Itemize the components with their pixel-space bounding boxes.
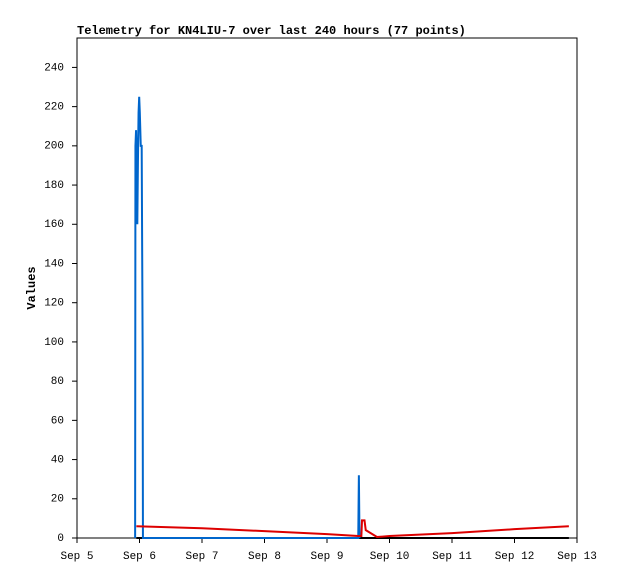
y-tick-label: 40	[51, 454, 64, 466]
y-tick-label: 20	[51, 494, 64, 506]
y-tick-label: 120	[44, 298, 64, 310]
x-tick-label: Sep 7	[185, 551, 218, 563]
x-tick-label: Sep 11	[432, 551, 472, 563]
x-tick-label: Sep 8	[248, 551, 281, 563]
x-tick-label: Sep 5	[60, 551, 93, 563]
y-tick-label: 220	[44, 102, 64, 114]
y-tick-label: 0	[57, 533, 64, 545]
y-tick-label: 80	[51, 376, 64, 388]
y-tick-label: 100	[44, 337, 64, 349]
x-tick-label: Sep 12	[495, 551, 535, 563]
y-tick-label: 160	[44, 219, 64, 231]
y-axis-label: Values	[25, 266, 39, 309]
chart-title: Telemetry for KN4LIU-7 over last 240 hou…	[77, 24, 466, 38]
x-tick-label: Sep 9	[310, 551, 343, 563]
series-line	[134, 96, 361, 539]
y-tick-label: 240	[44, 62, 64, 74]
y-tick-label: 200	[44, 141, 64, 153]
x-tick-label: Sep 10	[370, 551, 410, 563]
y-tick-label: 180	[44, 180, 64, 192]
x-tick-label: Sep 13	[557, 551, 597, 563]
x-tick-label: Sep 6	[123, 551, 156, 563]
series-line	[136, 519, 569, 539]
y-tick-label: 60	[51, 415, 64, 427]
y-tick-label: 140	[44, 258, 64, 270]
